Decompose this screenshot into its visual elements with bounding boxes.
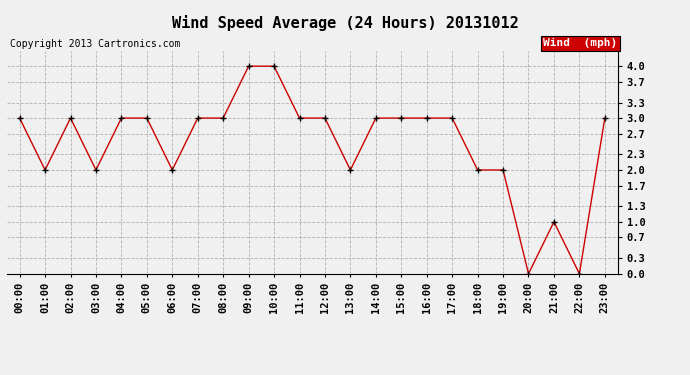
Text: Copyright 2013 Cartronics.com: Copyright 2013 Cartronics.com <box>10 39 181 49</box>
Text: Wind  (mph): Wind (mph) <box>543 38 618 48</box>
Text: Wind Speed Average (24 Hours) 20131012: Wind Speed Average (24 Hours) 20131012 <box>172 15 518 31</box>
